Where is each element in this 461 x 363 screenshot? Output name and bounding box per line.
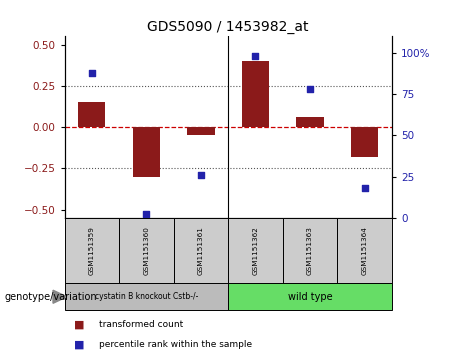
Text: percentile rank within the sample: percentile rank within the sample <box>99 340 252 349</box>
Text: GSM1151359: GSM1151359 <box>89 226 95 275</box>
Text: GSM1151363: GSM1151363 <box>307 226 313 275</box>
Text: wild type: wild type <box>288 292 332 302</box>
Text: GSM1151362: GSM1151362 <box>253 226 259 275</box>
Point <box>142 212 150 217</box>
Text: genotype/variation: genotype/variation <box>5 292 97 302</box>
Text: transformed count: transformed count <box>99 321 183 329</box>
Text: cystatin B knockout Cstb-/-: cystatin B knockout Cstb-/- <box>95 292 198 301</box>
Point <box>361 185 368 191</box>
Point <box>306 86 313 92</box>
Text: GSM1151364: GSM1151364 <box>361 226 367 275</box>
Point <box>197 172 205 178</box>
Text: GSM1151361: GSM1151361 <box>198 226 204 275</box>
Text: ■: ■ <box>74 320 84 330</box>
Text: GSM1151360: GSM1151360 <box>143 226 149 275</box>
Text: ■: ■ <box>74 340 84 350</box>
Bar <box>78 102 106 127</box>
Bar <box>133 127 160 176</box>
Title: GDS5090 / 1453982_at: GDS5090 / 1453982_at <box>148 20 309 34</box>
Bar <box>296 117 324 127</box>
Point <box>252 53 259 59</box>
Bar <box>242 61 269 127</box>
Bar <box>351 127 378 157</box>
Point <box>88 70 95 76</box>
Bar <box>187 127 214 135</box>
